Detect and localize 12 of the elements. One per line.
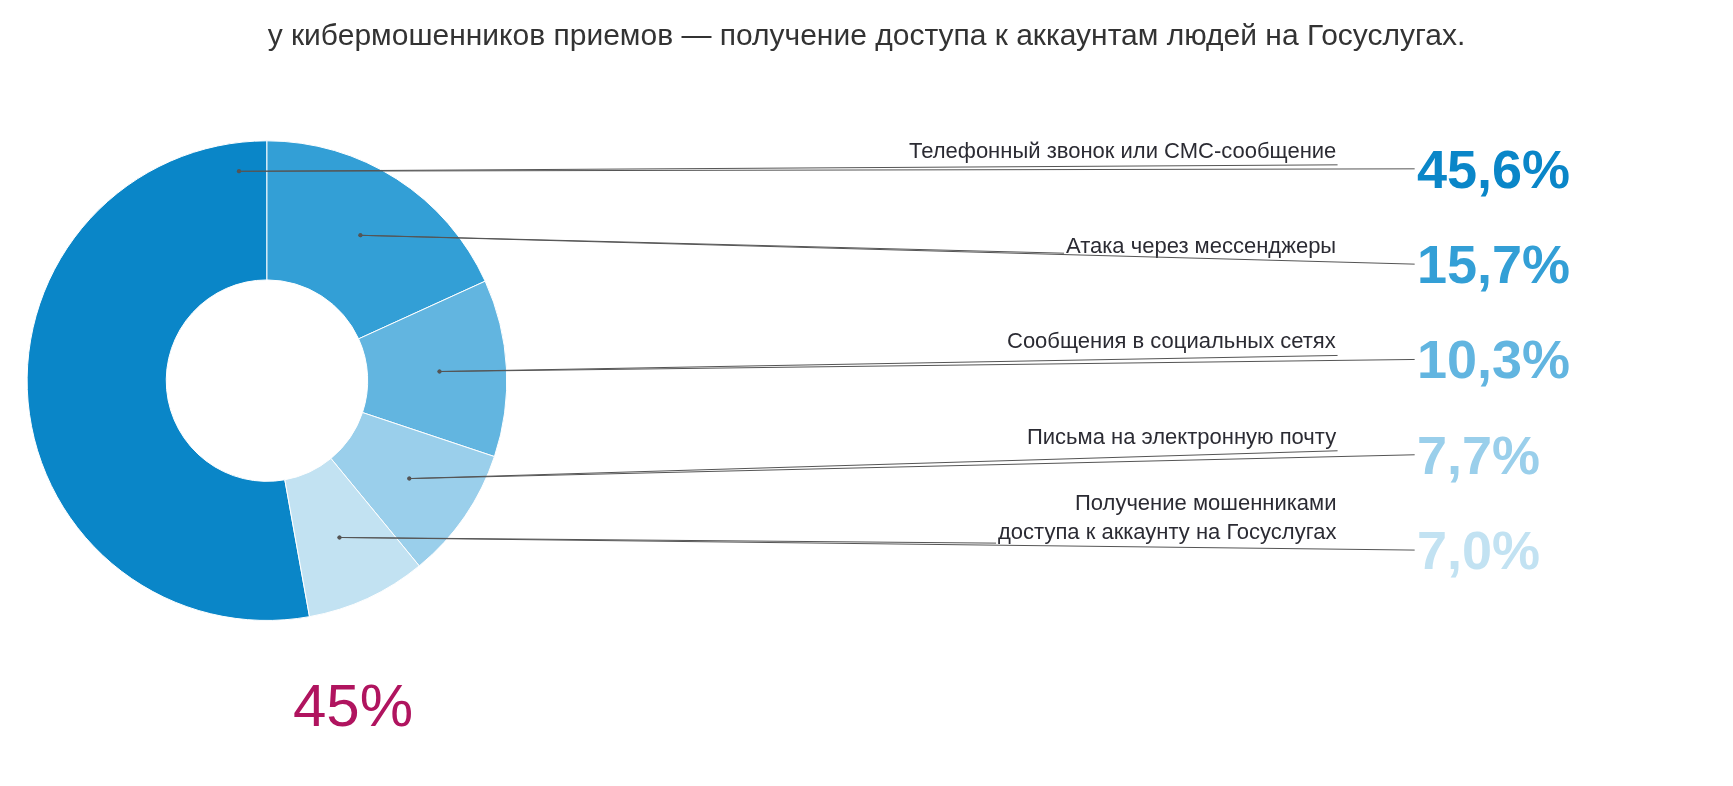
- data-label: 7,7%: [1417, 425, 1541, 485]
- chart-title: у кибермошенников приемов — получение доступа к аккаунтам людей на Госуслугах.: [267, 17, 1466, 51]
- data-label: 10,3%: [1417, 329, 1571, 389]
- slice-label: Телефонный звонок или СМС-сообщение: [909, 138, 1337, 163]
- data-label: 7,0%: [1417, 520, 1541, 580]
- slice-label: Сообщения в социальных сетях: [1007, 328, 1336, 353]
- text: 45%: [293, 672, 414, 739]
- slice-label: Получение мошенниками доступа к аккаунту на Госуслугах: [998, 490, 1337, 544]
- slice-label: Атака через мессенджеры: [1066, 233, 1337, 258]
- data-label: 15,7%: [1417, 234, 1571, 294]
- slice-label: Письма на электронную почту: [1027, 424, 1337, 449]
- data-label: 45,6%: [1417, 139, 1571, 199]
